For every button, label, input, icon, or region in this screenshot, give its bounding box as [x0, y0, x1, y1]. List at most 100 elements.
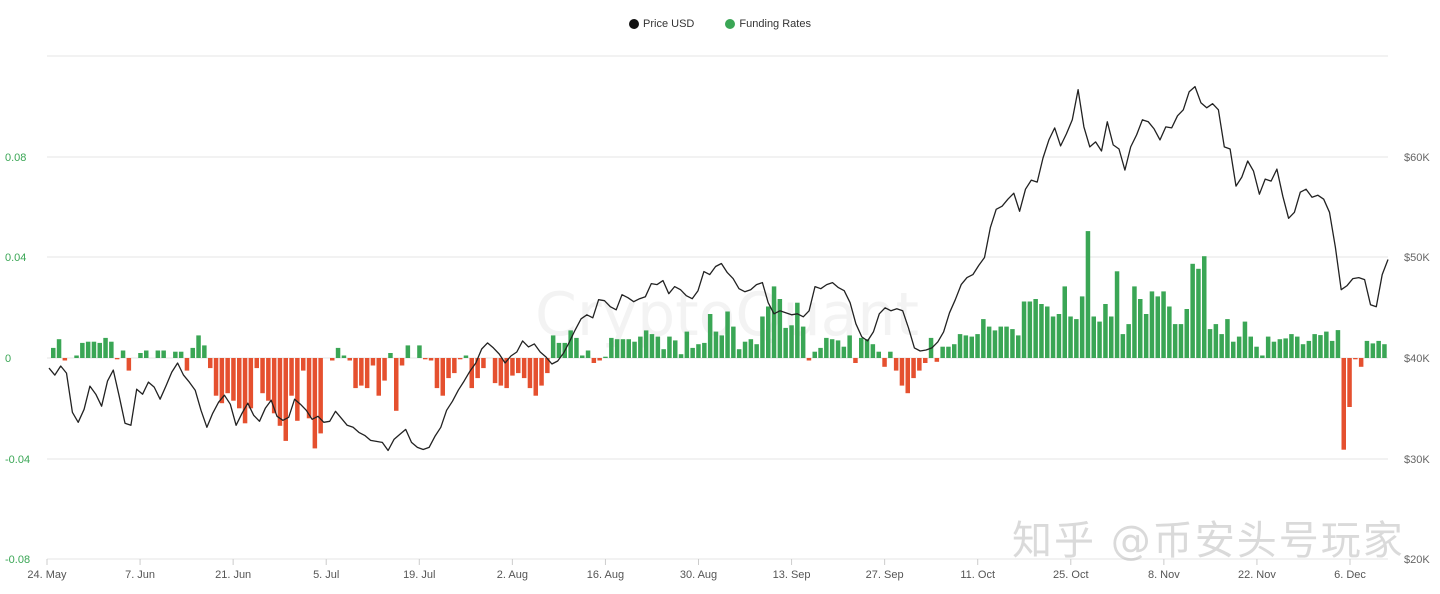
funding-bar[interactable] [1126, 324, 1131, 358]
funding-bar[interactable] [196, 335, 201, 358]
funding-bar[interactable] [283, 358, 289, 441]
funding-bar[interactable] [818, 347, 823, 358]
funding-bar[interactable] [754, 344, 759, 358]
funding-bar[interactable] [1271, 341, 1277, 358]
funding-bar[interactable] [260, 358, 265, 394]
funding-bar[interactable] [516, 358, 521, 374]
funding-bar[interactable] [312, 358, 318, 449]
funding-bar[interactable] [184, 358, 190, 371]
funding-bar[interactable] [1341, 358, 1347, 450]
funding-bar[interactable] [318, 358, 323, 434]
funding-bar[interactable] [1358, 358, 1364, 367]
funding-bar[interactable] [550, 335, 556, 358]
funding-bar[interactable] [1079, 296, 1085, 358]
funding-bar[interactable] [835, 340, 841, 358]
funding-bar[interactable] [893, 358, 899, 371]
funding-bar[interactable] [521, 358, 527, 379]
funding-bar[interactable] [126, 358, 132, 371]
funding-bar[interactable] [219, 358, 225, 404]
funding-bar[interactable] [771, 286, 777, 358]
funding-bar[interactable] [475, 358, 480, 379]
funding-bar[interactable] [859, 337, 864, 358]
funding-bar[interactable] [1364, 340, 1370, 358]
funding-bar[interactable] [144, 350, 149, 359]
funding-bar[interactable] [981, 319, 986, 358]
funding-bar[interactable] [841, 346, 847, 358]
funding-bar[interactable] [719, 335, 725, 358]
funding-bar[interactable] [1155, 296, 1161, 358]
funding-bar[interactable] [643, 330, 649, 358]
funding-bar[interactable] [1289, 334, 1294, 358]
funding-bar[interactable] [969, 336, 975, 358]
funding-bar[interactable] [760, 316, 765, 359]
funding-bar[interactable] [394, 358, 399, 411]
funding-bar[interactable] [85, 341, 91, 358]
funding-bar[interactable] [882, 358, 887, 367]
funding-bar[interactable] [97, 342, 103, 358]
funding-bar[interactable] [242, 358, 248, 424]
funding-bar[interactable] [231, 358, 236, 401]
legend-item-funding[interactable]: Funding Rates [725, 18, 811, 30]
funding-bar[interactable] [556, 342, 562, 358]
funding-bar[interactable] [114, 358, 120, 360]
funding-bar[interactable] [1312, 334, 1317, 358]
funding-bar[interactable] [399, 358, 405, 366]
funding-bar[interactable] [463, 355, 469, 359]
funding-bar[interactable] [330, 358, 335, 361]
funding-bar[interactable] [370, 358, 376, 366]
funding-bar[interactable] [1202, 256, 1207, 358]
funding-bar[interactable] [1097, 321, 1102, 358]
funding-bar[interactable] [632, 341, 637, 358]
funding-bar[interactable] [347, 358, 353, 361]
funding-bar[interactable] [678, 354, 684, 358]
funding-bar[interactable] [301, 358, 306, 371]
funding-bar[interactable] [876, 351, 882, 358]
funding-bar[interactable] [789, 325, 794, 358]
funding-bar[interactable] [899, 358, 905, 386]
funding-bar[interactable] [812, 351, 818, 358]
funding-bar[interactable] [1138, 299, 1143, 358]
funding-bar[interactable] [452, 358, 457, 374]
funding-bar[interactable] [1196, 268, 1201, 358]
funding-bar[interactable] [661, 349, 666, 358]
funding-bar[interactable] [591, 358, 597, 363]
funding-bar[interactable] [655, 336, 661, 358]
funding-bar[interactable] [783, 327, 788, 358]
funding-bar[interactable] [847, 335, 852, 358]
funding-bar[interactable] [1370, 343, 1376, 358]
funding-bar[interactable] [1242, 321, 1248, 358]
funding-bar[interactable] [1109, 316, 1114, 359]
funding-bar[interactable] [667, 336, 672, 358]
funding-bar[interactable] [295, 358, 300, 421]
funding-bar[interactable] [684, 331, 690, 358]
funding-bar[interactable] [864, 339, 870, 358]
funding-bar[interactable] [1004, 326, 1009, 358]
funding-bar[interactable] [911, 358, 916, 379]
funding-bar[interactable] [952, 344, 957, 358]
funding-bar[interactable] [440, 358, 446, 396]
funding-bar[interactable] [178, 351, 184, 358]
funding-bar[interactable] [614, 339, 620, 358]
funding-bar[interactable] [1010, 329, 1015, 358]
funding-bar[interactable] [986, 326, 992, 358]
funding-bar[interactable] [1382, 344, 1387, 358]
funding-bar[interactable] [992, 330, 998, 358]
funding-bar[interactable] [946, 346, 951, 358]
funding-bar[interactable] [382, 358, 387, 381]
funding-bar[interactable] [696, 344, 701, 358]
funding-bar[interactable] [423, 358, 428, 360]
funding-bar[interactable] [1248, 336, 1254, 358]
funding-bar[interactable] [638, 336, 643, 358]
funding-bar[interactable] [498, 358, 504, 386]
funding-bar[interactable] [580, 355, 585, 359]
funding-bar[interactable] [1306, 340, 1312, 358]
funding-bar[interactable] [266, 358, 271, 401]
funding-bar[interactable] [707, 314, 713, 358]
funding-bar[interactable] [428, 358, 434, 361]
funding-bar[interactable] [1045, 306, 1050, 359]
funding-bar[interactable] [1260, 355, 1265, 359]
funding-bar[interactable] [434, 358, 440, 389]
funding-bar[interactable] [155, 350, 161, 359]
funding-bar[interactable] [364, 358, 370, 389]
funding-bar[interactable] [1132, 286, 1137, 358]
